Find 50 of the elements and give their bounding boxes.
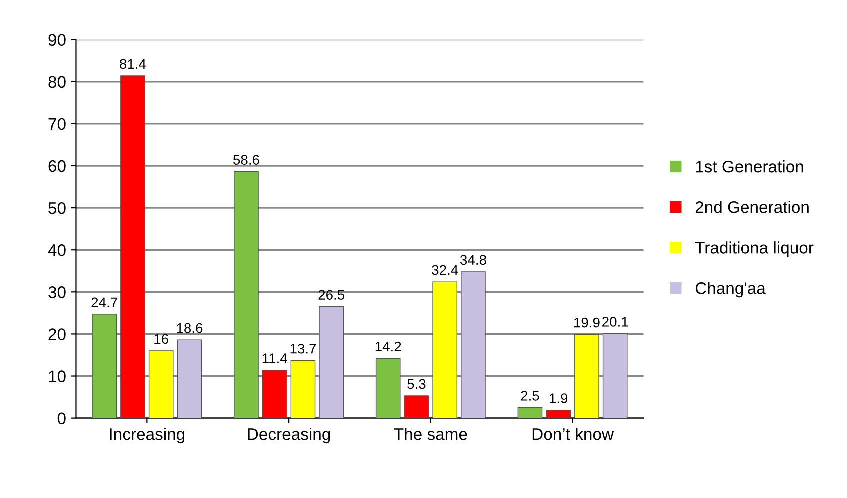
x-tick-label: The same (394, 428, 468, 440)
bar (546, 410, 572, 418)
bar (574, 334, 600, 418)
y-tick-label: 0 (58, 412, 66, 425)
data-label: 19.9 (574, 318, 600, 328)
x-tick-label: Don’t know (532, 428, 614, 440)
data-label: 24.7 (92, 298, 118, 308)
legend-label: 1st Generation (696, 160, 804, 173)
data-label: 32.4 (432, 265, 458, 276)
data-label: 34.8 (460, 255, 486, 266)
legend-label: 2nd Generation (696, 201, 809, 214)
legend-label: Chang'aa (696, 282, 766, 298)
bar (461, 272, 486, 418)
y-tick-label: 30 (48, 286, 66, 298)
data-label: 81.4 (120, 59, 146, 70)
y-tick-label: 80 (48, 76, 66, 88)
y-tick-label: 40 (48, 244, 66, 256)
bar (376, 358, 401, 418)
data-label: 11.4 (262, 354, 288, 364)
y-tick-label: 60 (48, 160, 66, 172)
data-label: 18.6 (177, 323, 203, 334)
data-label: 58.6 (234, 155, 260, 165)
data-label: 16 (154, 334, 168, 344)
bar (602, 333, 628, 418)
y-tick-label: 90 (48, 34, 66, 46)
data-label: 5.3 (408, 379, 426, 390)
data-label: 26.5 (318, 290, 345, 300)
y-tick-label: 70 (48, 118, 66, 130)
y-tick-label: 10 (49, 370, 66, 382)
bar (177, 340, 202, 418)
bar (432, 282, 458, 418)
bar (234, 172, 259, 418)
x-tick-label: Decreasing (248, 428, 330, 444)
y-tick-label: 50 (48, 202, 66, 214)
data-label: 1.9 (550, 394, 568, 404)
x-tick-label: Increasing (110, 428, 185, 444)
bar (120, 76, 146, 418)
bar (148, 350, 174, 418)
bar (262, 370, 288, 418)
y-tick-label: 20 (48, 328, 66, 340)
data-label: 13.7 (290, 344, 316, 354)
bar (404, 396, 430, 418)
data-label: 20.1 (602, 317, 628, 327)
legend-label: Traditiona liquor (695, 242, 814, 258)
data-label: 2.5 (521, 391, 540, 401)
bar (518, 407, 543, 418)
bar (319, 306, 344, 418)
bar (290, 360, 316, 418)
data-label: 14.2 (376, 342, 402, 352)
bar (92, 314, 118, 418)
